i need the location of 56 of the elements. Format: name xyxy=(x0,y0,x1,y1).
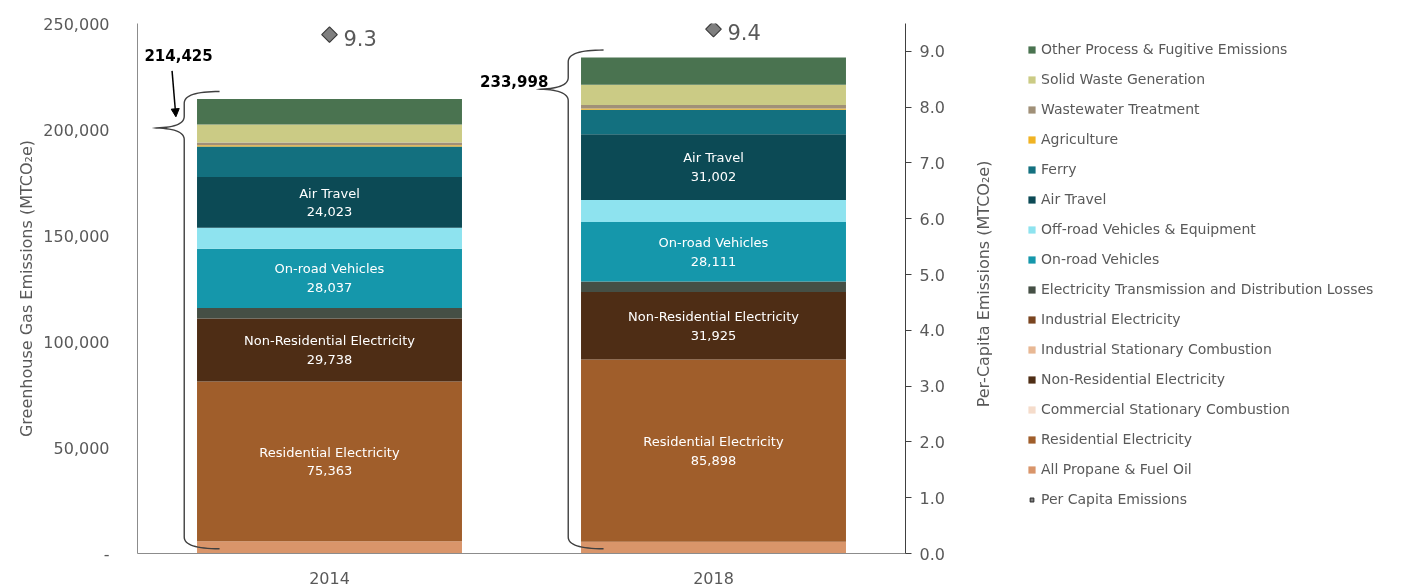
y-tick-label: 100,000 xyxy=(43,332,110,352)
y2-tick-label: 8.0 xyxy=(919,98,945,118)
x-tick-label: 2014 xyxy=(309,568,350,586)
legend-label: Air Travel xyxy=(1041,190,1107,209)
legend-label: Solid Waste Generation xyxy=(1041,70,1206,89)
y-tick-label: 250,000 xyxy=(43,14,110,34)
y2-tick-label: 7.0 xyxy=(919,153,945,173)
x-tick-label: 2018 xyxy=(693,568,734,586)
data-label: 28,111 xyxy=(690,253,737,269)
text: Air Travel xyxy=(683,150,744,166)
data-label: 28,037 xyxy=(306,280,353,296)
legend-label: Industrial Electricity xyxy=(1041,310,1181,329)
y-axis-title: Greenhouse Gas Emissions (MTCO₂e) xyxy=(17,139,37,438)
y-tick-label: 150,000 xyxy=(43,226,110,246)
y2-tick-label: 6.0 xyxy=(919,209,945,229)
legend-label: Agriculture xyxy=(1041,130,1118,149)
y2-tick-label: 3.0 xyxy=(919,377,945,397)
data-label: 31,925 xyxy=(690,327,737,343)
text: Non-Residential Electricity xyxy=(244,333,415,349)
text: Non-Residential Electricity xyxy=(628,308,799,324)
legend-label: Wastewater Treatment xyxy=(1041,100,1200,119)
legend-label: Residential Electricity xyxy=(1041,430,1193,449)
data-label: 85,898 xyxy=(690,452,737,468)
text: On-road Vehicles xyxy=(658,234,769,250)
data-label: 9.3 xyxy=(343,26,377,51)
legend-label: Per Capita Emissions xyxy=(1041,490,1187,509)
data-label: 9.4 xyxy=(727,21,761,46)
data-label: 29,738 xyxy=(306,351,353,367)
data-label: 75,363 xyxy=(306,463,353,479)
y2-tick-label: 1.0 xyxy=(919,488,945,508)
data-label: 24,023 xyxy=(306,204,353,220)
legend-label: Ferry xyxy=(1041,160,1077,179)
legend-label: Non-Residential Electricity xyxy=(1041,370,1226,389)
text: Residential Electricity xyxy=(259,444,400,460)
text: Air Travel xyxy=(299,185,360,201)
legend-label: Off-road Vehicles & Equipment xyxy=(1041,220,1256,239)
y2-tick-label: 9.0 xyxy=(919,42,945,62)
legend-label: Electricity Transmission and Distribution Losses xyxy=(1041,280,1374,299)
y-tick-label: 50,000 xyxy=(53,438,110,458)
text: Residential Electricity xyxy=(643,433,784,449)
data-label: 31,002 xyxy=(690,168,737,184)
y-tick-label: 200,000 xyxy=(43,120,110,140)
total-label: 214,425 xyxy=(144,47,213,66)
y-tick-label: - xyxy=(103,544,110,564)
legend-label: Commercial Stationary Combustion xyxy=(1041,400,1290,419)
y2-tick-label: 4.0 xyxy=(919,321,945,341)
y2-tick-label: 2.0 xyxy=(919,432,945,452)
legend-label: All Propane & Fuel Oil xyxy=(1041,460,1192,479)
text: On-road Vehicles xyxy=(274,261,385,277)
legend-label: Industrial Stationary Combustion xyxy=(1041,340,1272,359)
legend-label: Other Process & Fugitive Emissions xyxy=(1041,40,1288,59)
y2-axis-title: Per-Capita Emissions (MTCO₂e) xyxy=(974,160,993,408)
y2-tick-label: 5.0 xyxy=(919,265,945,285)
legend-label: On-road Vehicles xyxy=(1041,250,1160,269)
total-label: 233,998 xyxy=(480,72,549,91)
y2-tick-label: 0.0 xyxy=(919,544,945,564)
